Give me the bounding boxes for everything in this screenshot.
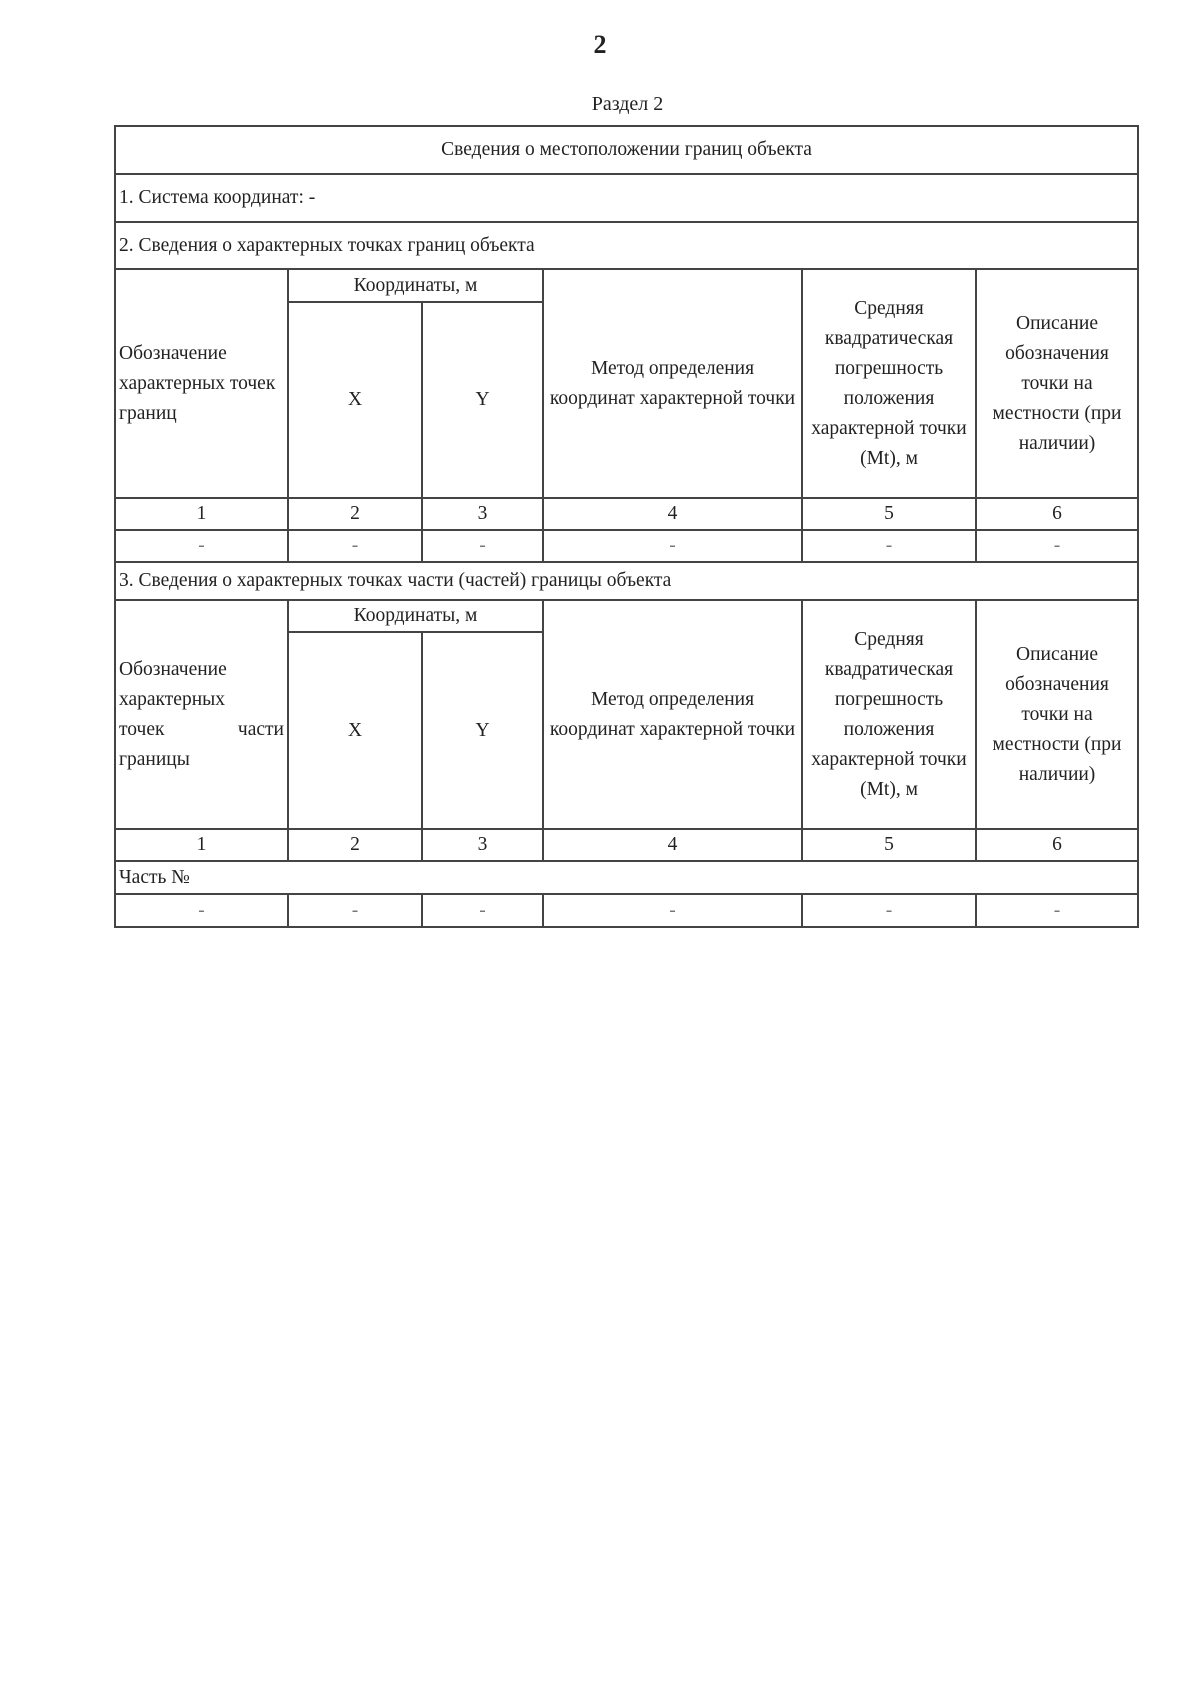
s2-x-header: X — [287, 301, 423, 499]
s2-col1-header: Обозначение характерных точек границ — [114, 268, 289, 499]
col-number: 2 — [287, 497, 423, 531]
cell: - — [287, 893, 423, 928]
s2-col6-header: Описание обозначения точки на местности … — [974, 268, 1140, 499]
s2-coords-header: Координаты, м — [287, 268, 544, 303]
s3-y-header: Y — [421, 631, 544, 830]
s3-coords-header: Координаты, м — [287, 599, 544, 633]
section2-heading: 2. Сведения о характерных точках границ … — [113, 221, 1140, 270]
table-row: - - - - - - — [114, 893, 1140, 928]
col-number: 4 — [542, 497, 803, 531]
cell: - — [114, 893, 289, 928]
page-number: 2 — [593, 30, 607, 59]
s2-col5-header: Средняя квадратическая погрешность полож… — [801, 268, 977, 499]
s3-col1-line: точек части — [119, 718, 284, 740]
col-number: 6 — [974, 828, 1140, 862]
s2-col4-header: Метод определения координат характерной … — [542, 268, 803, 499]
cell: - — [974, 893, 1140, 928]
s3-col1-line: Обозначение характерных — [119, 658, 227, 710]
cell: - — [542, 893, 803, 928]
s3-col1-header: Обозначение характерных точек части гран… — [114, 599, 289, 830]
cell: - — [114, 529, 289, 563]
col-number: 1 — [114, 828, 289, 862]
s3-col4-header: Метод определения координат характерной … — [542, 599, 803, 830]
cell: - — [421, 529, 544, 563]
coord-system: 1. Система координат: - — [113, 173, 1140, 223]
boundary-table: Сведения о местоположении границ объекта… — [113, 125, 1140, 928]
s3-col6-header: Описание обозначения точки на местности … — [974, 599, 1140, 830]
col-number: 1 — [114, 497, 289, 531]
s3-col5-header: Средняя квадратическая погрешность полож… — [801, 599, 977, 830]
col-number: 2 — [287, 828, 423, 862]
col-number: 3 — [421, 828, 544, 862]
col-number: 5 — [801, 497, 977, 531]
s2-y-header: Y — [421, 301, 544, 499]
cell: - — [974, 529, 1140, 563]
table-row: - - - - - - — [114, 529, 1140, 563]
cell: - — [287, 529, 423, 563]
section-label: Раздел 2 — [591, 93, 664, 115]
s3-col1-line: границы — [119, 748, 190, 770]
cell: - — [801, 893, 977, 928]
col-number: 4 — [542, 828, 803, 862]
col-number: 6 — [974, 497, 1140, 531]
col-number: 5 — [801, 828, 977, 862]
cell: - — [421, 893, 544, 928]
s3-x-header: X — [287, 631, 423, 830]
col-number: 3 — [421, 497, 544, 531]
table-title: Сведения о местоположении границ объекта — [113, 125, 1140, 175]
section3-heading: 3. Сведения о характерных точках части (… — [113, 561, 1140, 601]
cell: - — [542, 529, 803, 563]
cell: - — [801, 529, 977, 563]
part-label: Часть № — [113, 860, 1140, 895]
